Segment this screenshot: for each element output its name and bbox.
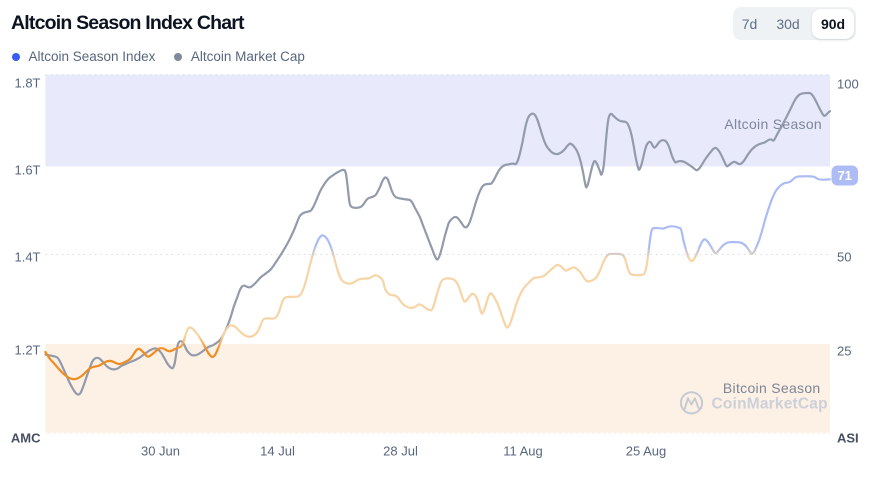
svg-text:25 Aug: 25 Aug — [626, 444, 667, 459]
svg-text:AMC: AMC — [11, 431, 41, 446]
svg-text:11 Aug: 11 Aug — [503, 444, 543, 459]
svg-text:1.6T: 1.6T — [14, 163, 40, 178]
svg-text:25: 25 — [837, 344, 851, 359]
svg-text:1.4T: 1.4T — [14, 250, 40, 265]
svg-text:50: 50 — [837, 250, 851, 265]
svg-text:30 Jun: 30 Jun — [141, 444, 180, 459]
svg-text:CoinMarketCap: CoinMarketCap — [712, 396, 828, 413]
svg-text:71: 71 — [837, 168, 851, 183]
svg-text:Altcoin Season: Altcoin Season — [724, 116, 822, 132]
svg-text:1.2T: 1.2T — [14, 343, 40, 358]
svg-text:100: 100 — [837, 77, 859, 92]
svg-text:Bitcoin Season: Bitcoin Season — [723, 380, 821, 396]
svg-text:ASI: ASI — [837, 431, 859, 446]
svg-text:14 Jul: 14 Jul — [260, 444, 295, 459]
svg-text:1.8T: 1.8T — [14, 76, 40, 91]
svg-text:28 Jul: 28 Jul — [383, 444, 418, 459]
